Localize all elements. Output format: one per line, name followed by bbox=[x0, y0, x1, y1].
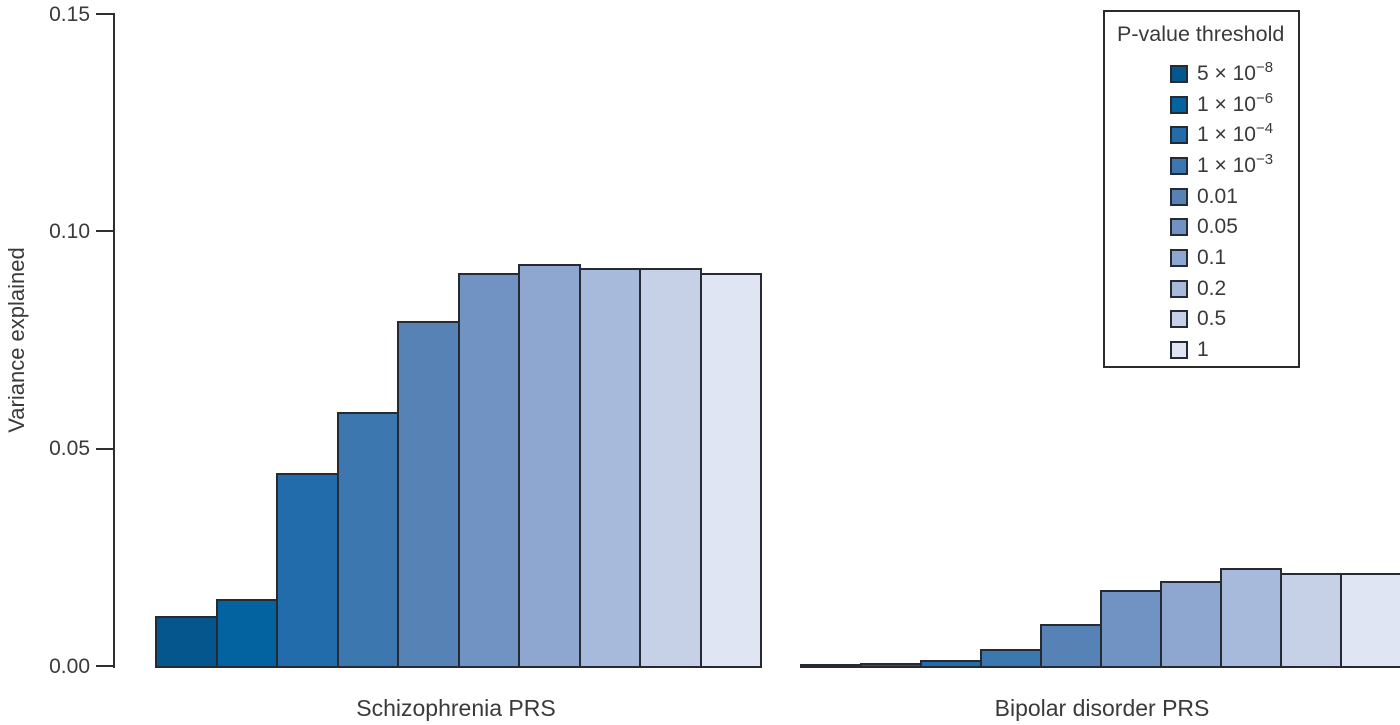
bar bbox=[518, 264, 581, 668]
bar bbox=[639, 268, 702, 668]
legend-title: P-value threshold bbox=[1117, 22, 1285, 46]
y-tick-label: 0.10 bbox=[49, 219, 90, 243]
legend-swatch bbox=[1170, 65, 1188, 83]
legend-item-label: 0.01 bbox=[1197, 184, 1238, 208]
legend-item-label: 0.1 bbox=[1197, 245, 1227, 269]
legend-item: 0.05 bbox=[1170, 215, 1238, 239]
bar bbox=[980, 648, 1042, 668]
legend-swatch bbox=[1170, 95, 1188, 114]
y-axis-line bbox=[113, 13, 115, 668]
legend-swatch bbox=[1170, 340, 1188, 359]
legend-item: 0.5 bbox=[1170, 307, 1227, 331]
legend-item-label: 0.05 bbox=[1197, 215, 1238, 239]
y-tick-mark bbox=[96, 13, 114, 15]
legend-item: 5 × 10−8 bbox=[1170, 59, 1274, 85]
legend-item-label: 1 × 10−3 bbox=[1197, 150, 1274, 177]
legend-swatch bbox=[1170, 310, 1188, 329]
bar bbox=[1040, 623, 1102, 668]
bar bbox=[800, 663, 862, 668]
legend-swatch bbox=[1170, 126, 1188, 145]
legend-box: P-value threshold 5 × 10−8 1 × 10−6 1 × 10… bbox=[1103, 10, 1300, 368]
legend-item-label: 0.2 bbox=[1197, 276, 1227, 300]
y-axis-label: Variance explained bbox=[4, 247, 29, 433]
bar bbox=[457, 272, 521, 668]
legend-swatch bbox=[1170, 248, 1188, 267]
bar bbox=[1220, 568, 1282, 668]
legend-swatch bbox=[1170, 218, 1188, 237]
bar bbox=[699, 272, 763, 668]
bar bbox=[1280, 572, 1342, 668]
bar bbox=[1100, 590, 1162, 668]
legend-item-label: 1 × 10−6 bbox=[1197, 89, 1274, 116]
legend-item: 1 × 10−6 bbox=[1170, 89, 1274, 116]
bar bbox=[336, 411, 400, 668]
legend-item: 0.1 bbox=[1170, 245, 1227, 269]
legend-swatch bbox=[1170, 279, 1188, 298]
bar bbox=[276, 472, 339, 668]
legend-item-label: 0.5 bbox=[1197, 307, 1227, 331]
legend-item-label: 1 bbox=[1197, 337, 1209, 361]
bar bbox=[215, 598, 279, 668]
y-tick-mark bbox=[96, 447, 114, 450]
legend-item: 0.01 bbox=[1170, 184, 1238, 208]
y-tick-label: 0.15 bbox=[49, 2, 90, 26]
legend-item: 1 bbox=[1170, 337, 1209, 361]
legend-swatch bbox=[1170, 156, 1188, 175]
legend-item-label: 1 × 10−4 bbox=[1197, 120, 1274, 147]
legend-item: 0.2 bbox=[1170, 276, 1227, 300]
x-category-label-bipolar: Bipolar disorder PRS bbox=[994, 695, 1210, 721]
y-tick-label: 0.00 bbox=[49, 654, 90, 678]
y-tick-label: 0.05 bbox=[49, 437, 90, 461]
bar bbox=[1160, 581, 1222, 668]
bar bbox=[578, 268, 642, 668]
y-tick-mark bbox=[96, 665, 114, 667]
legend-item: 1 × 10−3 bbox=[1170, 150, 1274, 177]
bar bbox=[397, 320, 460, 668]
bar bbox=[860, 662, 922, 668]
bar bbox=[155, 616, 218, 668]
legend-item-label: 5 × 10−8 bbox=[1197, 59, 1274, 85]
y-tick-mark bbox=[96, 230, 114, 233]
x-category-label-schizophrenia: Schizophrenia PRS bbox=[356, 695, 556, 721]
bar bbox=[920, 659, 982, 668]
bar bbox=[1340, 572, 1400, 668]
legend-swatch bbox=[1170, 187, 1188, 206]
legend-item: 1 × 10−4 bbox=[1170, 120, 1274, 147]
